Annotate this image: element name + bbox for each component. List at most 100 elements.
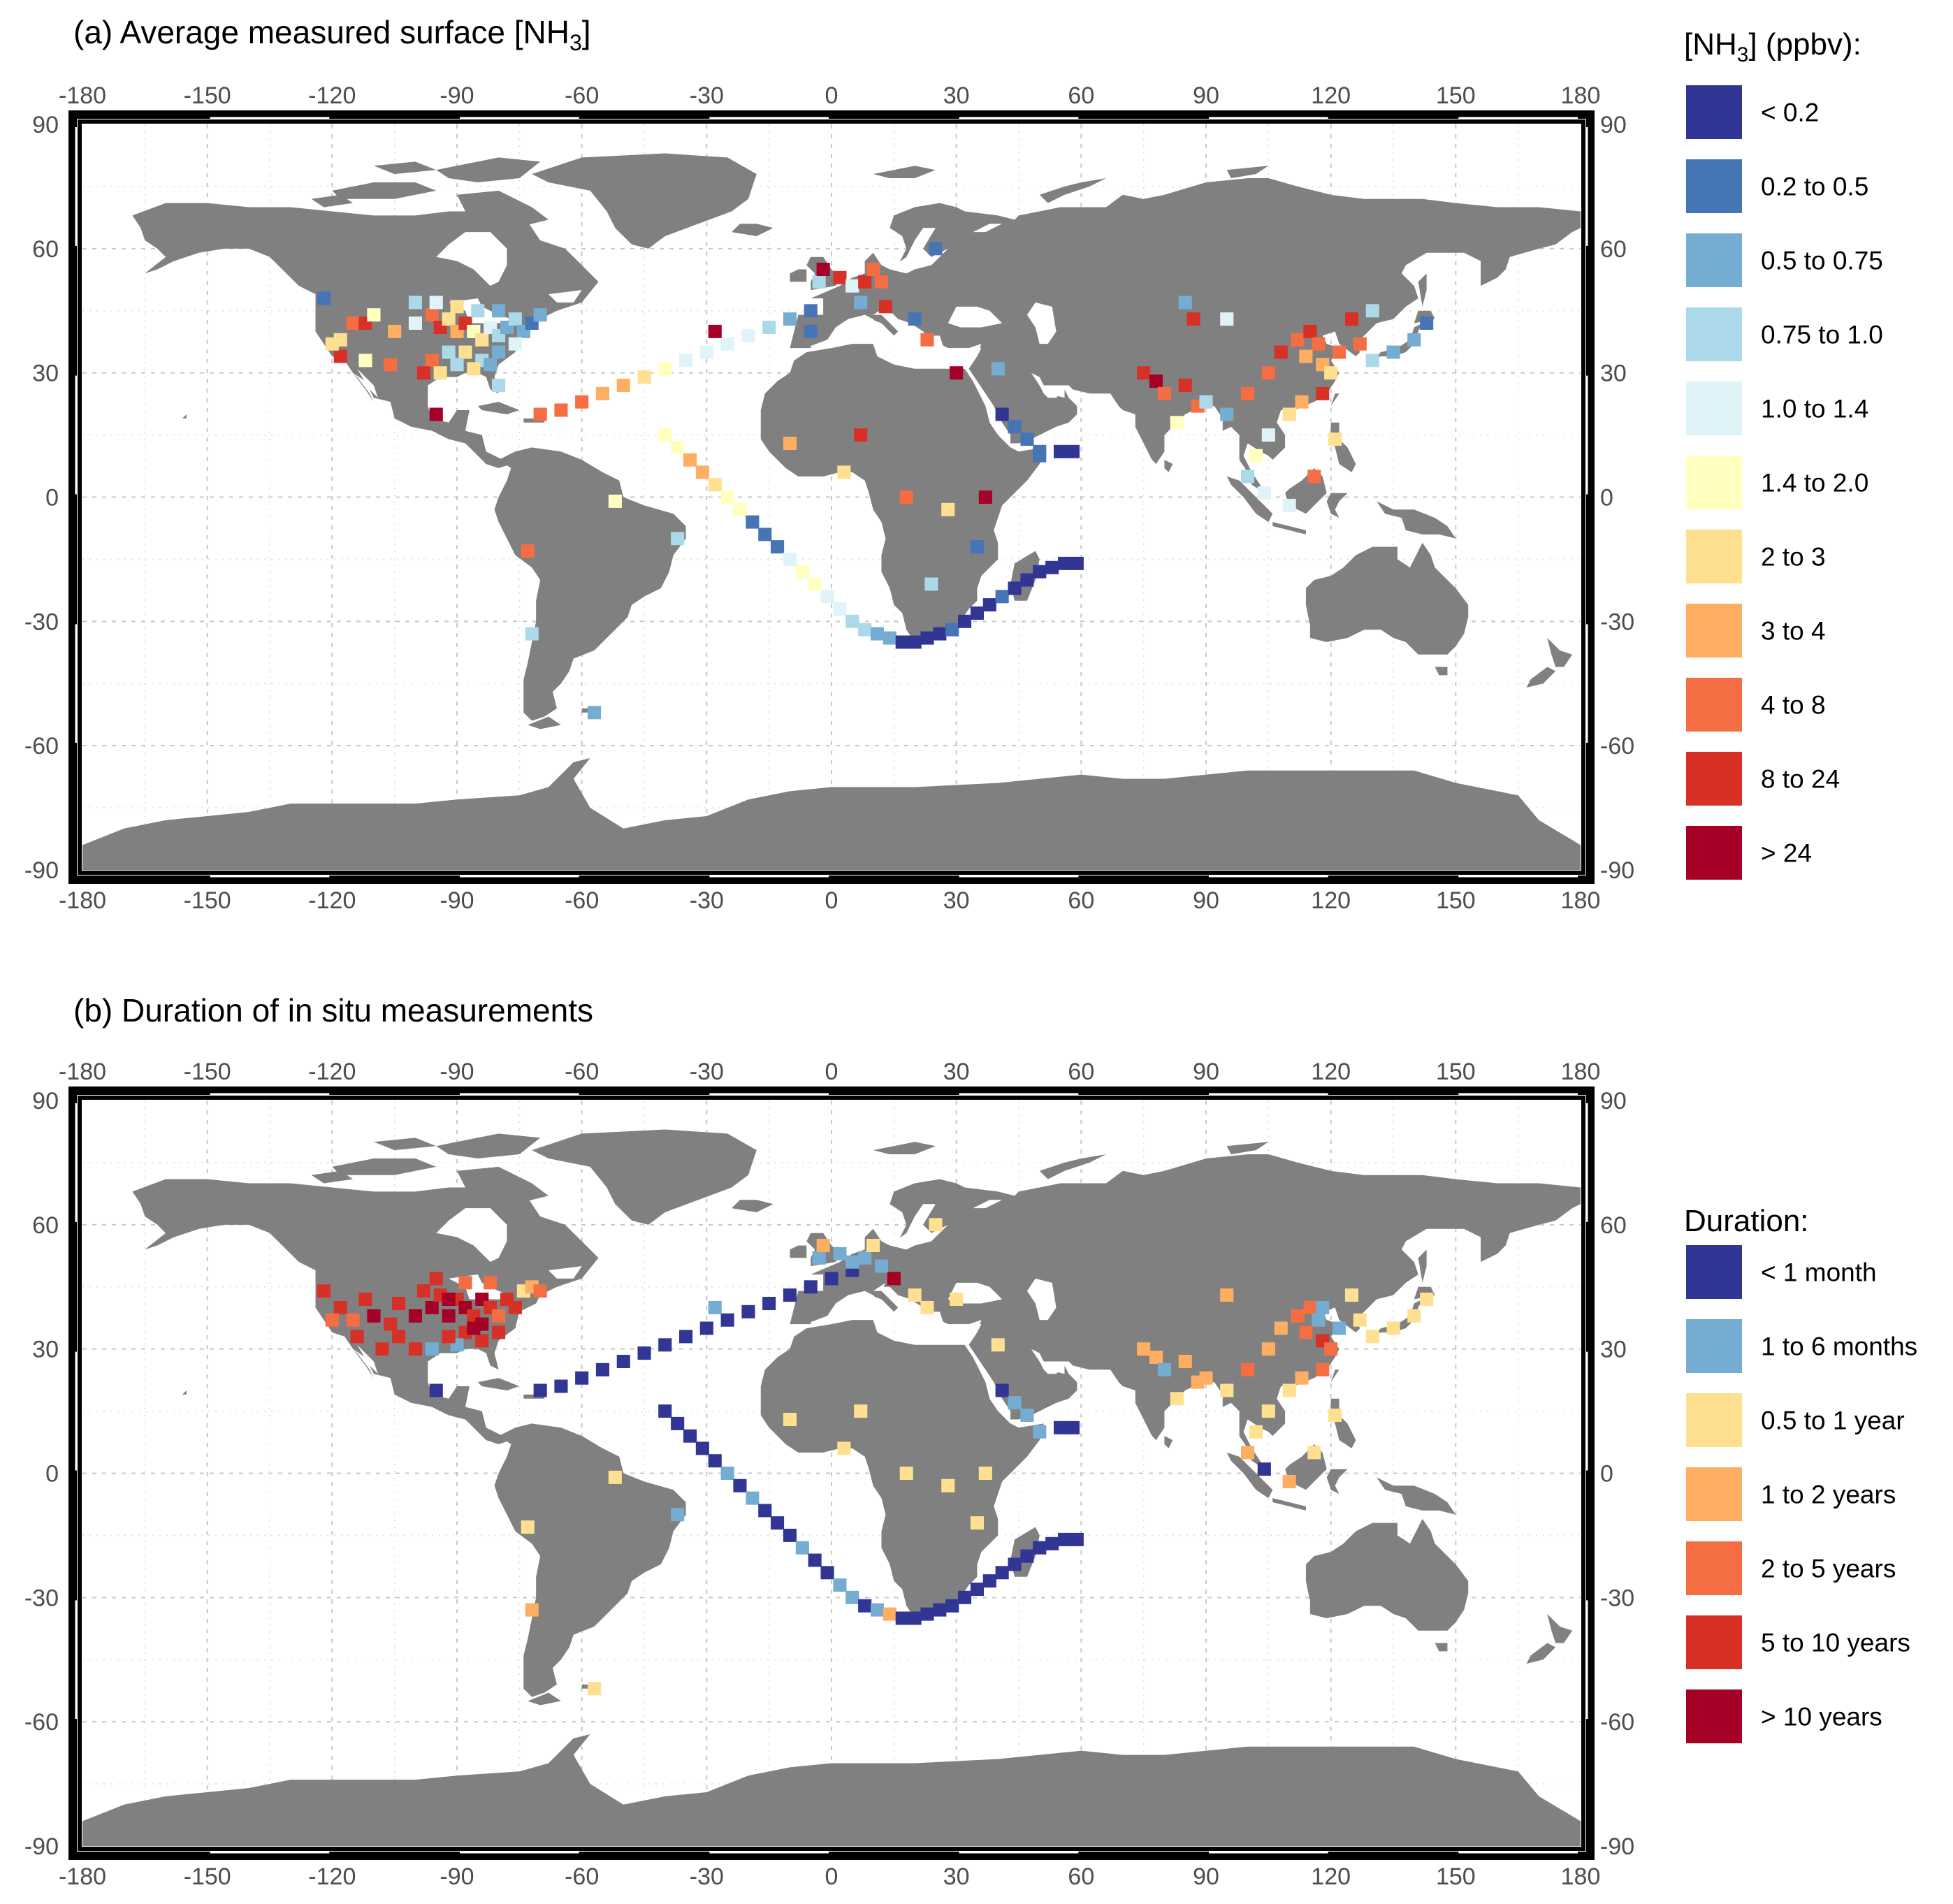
legend-swatch bbox=[1686, 1319, 1742, 1373]
observation-cell bbox=[442, 1309, 456, 1323]
x-tick-label: 30 bbox=[943, 1863, 970, 1890]
observation-cell bbox=[908, 1288, 922, 1302]
observation-cell bbox=[741, 328, 755, 342]
observation-cell bbox=[783, 312, 797, 326]
legend-label: 3 to 4 bbox=[1761, 617, 1826, 646]
x-tick-label: 90 bbox=[1193, 82, 1219, 109]
y-tick-label: -30 bbox=[24, 609, 59, 635]
legend-swatch bbox=[1686, 85, 1742, 139]
observation-cell bbox=[1241, 1362, 1255, 1376]
x-tick-label: 180 bbox=[1561, 1863, 1601, 1890]
observation-cell bbox=[1033, 444, 1047, 458]
observation-cell bbox=[1008, 581, 1022, 595]
observation-cell bbox=[1249, 1425, 1263, 1439]
x-tick-label: 150 bbox=[1436, 887, 1476, 914]
y-tick-label: 30 bbox=[1600, 1337, 1627, 1363]
observation-cell bbox=[1295, 395, 1309, 409]
observation-cell bbox=[508, 312, 522, 326]
legend-label: 1 to 2 years bbox=[1761, 1481, 1896, 1509]
observation-cell bbox=[995, 407, 1009, 421]
y-tick-label: -60 bbox=[1600, 1709, 1634, 1736]
observation-cell bbox=[658, 362, 672, 376]
observation-cell bbox=[1274, 1321, 1288, 1335]
observation-cell bbox=[1149, 1351, 1163, 1364]
x-tick-label: -150 bbox=[184, 1059, 231, 1085]
observation-cell bbox=[708, 1300, 722, 1314]
x-tick-label: 30 bbox=[943, 1059, 970, 1085]
observation-cell bbox=[325, 337, 339, 351]
y-tick-label: 90 bbox=[1600, 1088, 1627, 1114]
observation-cell bbox=[521, 544, 535, 558]
observation-cell bbox=[1299, 1325, 1313, 1339]
x-tick-label: -30 bbox=[690, 1863, 724, 1890]
observation-cell bbox=[950, 1293, 964, 1306]
observation-cell bbox=[1282, 1474, 1296, 1488]
x-tick-label: -120 bbox=[308, 1863, 356, 1890]
observation-cell bbox=[467, 362, 481, 376]
observation-cell bbox=[392, 1297, 406, 1310]
observation-cell bbox=[333, 1300, 347, 1314]
x-tick-label: -60 bbox=[565, 887, 599, 914]
observation-cell bbox=[554, 403, 568, 417]
observation-cell bbox=[945, 623, 959, 637]
observation-cell bbox=[429, 407, 443, 421]
observation-cell bbox=[471, 304, 485, 318]
observation-cell bbox=[533, 407, 547, 421]
observation-cell bbox=[475, 1334, 489, 1348]
observation-cell bbox=[720, 1467, 734, 1480]
observation-cell bbox=[958, 614, 972, 628]
panel-title: (a) Average measured surface [NH3] bbox=[73, 14, 591, 55]
observation-cell bbox=[1054, 444, 1068, 458]
panel-a: (a) Average measured surface [NH3]-180-1… bbox=[24, 14, 1883, 914]
observation-cell bbox=[1186, 312, 1200, 326]
observation-cell bbox=[733, 502, 747, 516]
observation-cell bbox=[895, 1611, 909, 1625]
observation-cell bbox=[941, 502, 955, 516]
tick-labels: -180 -180 -150 -150 -120 -120 -90 -90 -60 -60 -30 -… bbox=[24, 82, 1634, 914]
x-tick-label: -90 bbox=[440, 887, 474, 914]
x-tick-label: -60 bbox=[565, 1863, 599, 1890]
observation-cell bbox=[1257, 1462, 1271, 1476]
observation-cell bbox=[1282, 1383, 1296, 1397]
observation-cell bbox=[708, 324, 722, 338]
observation-cell bbox=[941, 1478, 955, 1492]
observation-cell bbox=[1170, 416, 1184, 430]
x-tick-label: -90 bbox=[440, 82, 474, 109]
observation-cell bbox=[1008, 420, 1022, 434]
observation-cell bbox=[484, 1276, 498, 1290]
x-tick-label: 120 bbox=[1311, 82, 1351, 109]
observation-cell bbox=[658, 428, 672, 442]
y-tick-label: 90 bbox=[32, 1088, 59, 1114]
legend-swatch bbox=[1686, 159, 1742, 213]
observation-cell bbox=[1324, 366, 1338, 380]
observation-cell bbox=[416, 366, 430, 380]
observation-cell bbox=[325, 1313, 339, 1327]
observation-cell bbox=[1220, 1383, 1234, 1397]
observation-cell bbox=[429, 1383, 443, 1397]
map-frame bbox=[68, 1087, 1595, 1860]
observation-cell bbox=[458, 1276, 472, 1290]
observation-cell bbox=[1333, 1321, 1346, 1335]
x-tick-label: -120 bbox=[308, 1059, 356, 1085]
observation-cell bbox=[608, 494, 622, 508]
observation-cell bbox=[1199, 395, 1213, 409]
legend-swatch bbox=[1686, 1689, 1742, 1743]
x-tick-label: -60 bbox=[565, 82, 599, 109]
observation-cell bbox=[845, 614, 859, 628]
observation-cell bbox=[1241, 1446, 1255, 1460]
observation-cell bbox=[866, 1239, 880, 1252]
observation-cell bbox=[874, 1259, 888, 1273]
legend-swatch bbox=[1686, 1393, 1742, 1447]
observation-cell bbox=[699, 1321, 713, 1335]
observation-cell bbox=[1299, 349, 1313, 363]
observation-cell bbox=[1307, 470, 1321, 484]
observation-cell bbox=[1328, 1409, 1342, 1422]
observation-cell bbox=[720, 1313, 734, 1327]
observation-cell bbox=[346, 317, 360, 330]
observation-cell bbox=[683, 453, 697, 467]
observation-cell bbox=[866, 263, 880, 276]
observation-cell bbox=[425, 1342, 439, 1356]
observation-cell bbox=[895, 635, 909, 649]
observation-cell bbox=[833, 1247, 847, 1260]
observation-cell bbox=[945, 1599, 959, 1613]
